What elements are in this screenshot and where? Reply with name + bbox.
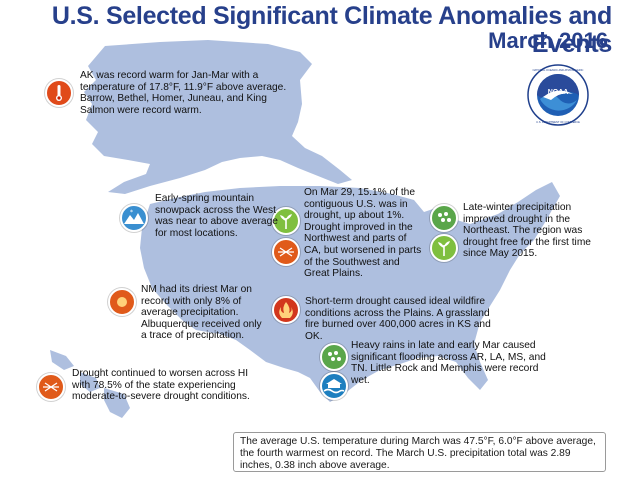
drought-improve-icon [272,207,300,235]
flooding-note: Heavy rains in late and early Mar caused… [351,340,546,386]
drought-free-icon [430,234,458,262]
page-title: U.S. Selected Significant Climate Anomal… [51,2,612,58]
dry-icon [108,288,136,316]
drought-note: On Mar 29, 15.1% of the contiguous U.S. … [304,187,422,280]
flood-icon [320,372,348,400]
contiguous-us-shape [140,182,560,402]
national-summary-box: The average U.S. temperature during Marc… [233,432,606,472]
snowpack-note: Early-spring mountain snowpack across th… [155,193,278,239]
noaa-ring-text-top: NATIONAL OCEANIC AND ATMOSPHERIC [533,68,584,72]
heavy-rain-icon [320,343,348,371]
new-mexico-note: NM had its driest Mar on record with onl… [141,284,262,342]
noaa-seal-icon: NOAA NATIONAL OCEANIC AND ATMOSPHERIC U.… [527,64,589,126]
hawaii-shape [50,350,130,418]
svg-text:*: * [130,209,133,216]
noaa-logo: NOAA NATIONAL OCEANIC AND ATMOSPHERIC U.… [527,64,589,126]
wildfire-icon [272,296,300,324]
noaa-logo-text: NOAA [548,89,569,96]
page-subtitle: March 2016 [488,28,608,53]
precipitation-icon [430,204,458,232]
alaska-shape [84,40,352,194]
hawaii-note: Drought continued to worsen across HI wi… [72,368,250,403]
hawaii-drought-icon [37,373,65,401]
record-warm-icon [45,79,73,107]
noaa-ring-text-bottom: U.S. DEPARTMENT OF COMMERCE [536,120,580,124]
drought-worsen-icon [272,238,300,266]
northeast-note: Late-winter precipitation improved droug… [463,202,591,260]
wildfire-note: Short-term drought caused ideal wildfire… [305,296,491,342]
snowpack-icon: * [120,204,148,232]
alaska-note: AK was record warm for Jan-Mar with a te… [80,70,287,116]
